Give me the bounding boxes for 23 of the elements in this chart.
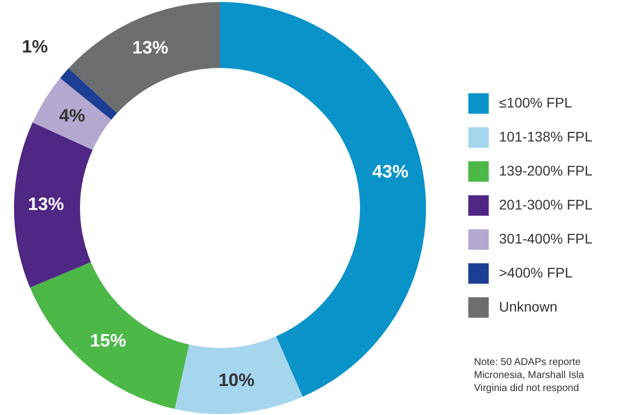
donut-slice (220, 2, 426, 397)
text: Virginia did not respond (474, 382, 580, 395)
legend-label: 101-138% FPL (499, 128, 593, 144)
legend-label: >400% FPL (499, 264, 573, 280)
donut-slice (30, 262, 190, 409)
legend-label: 301-400% FPL (499, 230, 593, 246)
data-label: 4% (59, 105, 86, 126)
donut-slice (174, 336, 303, 414)
legend-label: 201-300% FPL (499, 196, 593, 212)
data-label: 1% (22, 36, 48, 57)
text: Micronesia, Marshall Isla (474, 369, 584, 382)
data-label: 10% (218, 370, 255, 390)
donut-slice (14, 122, 93, 288)
data-label: 13% (28, 194, 64, 214)
legend-label: ≤100% FPL (499, 94, 572, 110)
data-label: 15% (90, 330, 126, 350)
donut-slice (60, 68, 118, 120)
donut-slice (32, 78, 112, 150)
data-label: 13% (132, 38, 168, 58)
legend-label: 139-200% FPL (499, 162, 593, 178)
data-label: 43% (372, 161, 408, 182)
legend-label: Unknown (499, 298, 558, 314)
text: Note: 50 ADAPs reporte (474, 356, 582, 369)
